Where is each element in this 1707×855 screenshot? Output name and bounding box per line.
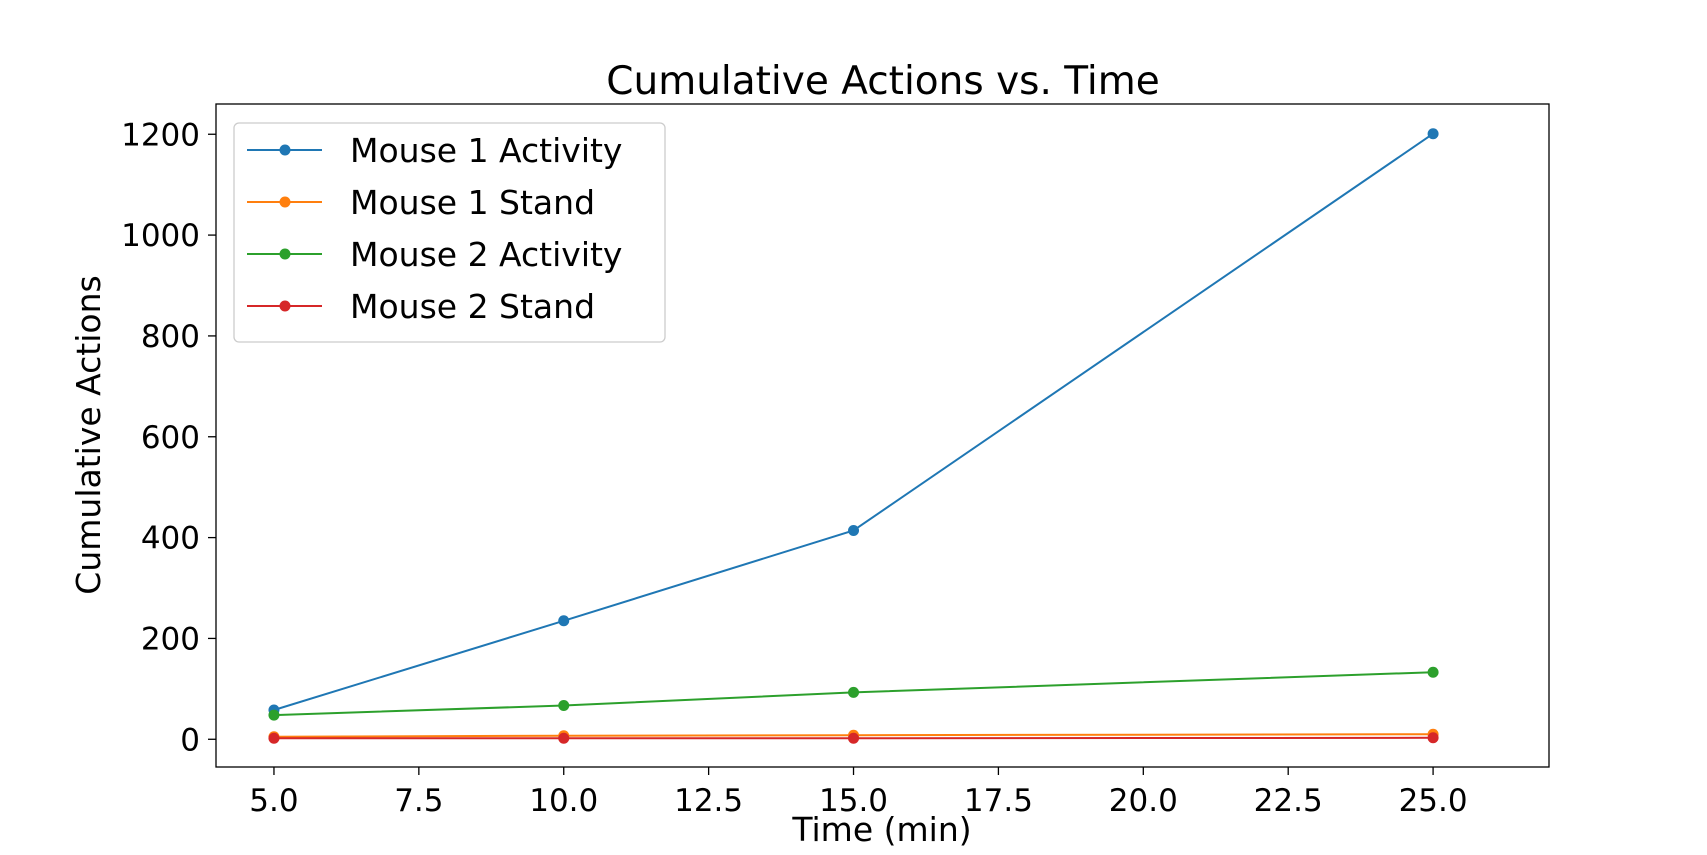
x-tick-label: 25.0 [1399, 783, 1468, 819]
series-4 [268, 732, 1439, 744]
legend-label: Mouse 1 Stand [350, 183, 595, 222]
series-line [273, 733, 1434, 738]
data-point [268, 732, 280, 744]
x-tick-label: 22.5 [1254, 783, 1323, 819]
x-tick-label: 17.5 [964, 783, 1033, 819]
y-tick-label: 1200 [121, 117, 200, 153]
y-axis: 0 200 400 600 800 1000 1200 [121, 117, 216, 758]
legend-label: Mouse 1 Activity [350, 131, 622, 170]
legend-marker [279, 300, 291, 312]
legend-items: Mouse 1 Activity Mouse 1 Stand Mouse 2 Act… [247, 131, 622, 326]
x-tick-label: 12.5 [674, 783, 743, 819]
legend-label: Mouse 2 Stand [350, 287, 595, 326]
y-tick-label: 800 [141, 319, 200, 355]
x-tick-label: 20.0 [1109, 783, 1178, 819]
series-layer [268, 128, 1439, 744]
data-point [558, 732, 570, 744]
x-axis: 5.0 7.5 10.0 12.5 15.0 17.5 20.0 22.5 25.0 [249, 767, 1468, 819]
data-point [848, 732, 860, 744]
y-tick-label: 0 [180, 722, 200, 758]
data-point [848, 686, 860, 698]
x-tick-label: 5.0 [249, 783, 298, 819]
x-tick-label: 7.5 [394, 783, 443, 819]
legend-box [233, 122, 666, 343]
data-point [1427, 128, 1439, 140]
data-point [558, 615, 570, 627]
legend-marker [279, 248, 291, 260]
x-tick-label: 15.0 [819, 783, 888, 819]
legend-label: Mouse 2 Activity [350, 235, 622, 274]
y-tick-label: 200 [141, 621, 200, 657]
y-tick-label: 600 [141, 420, 200, 456]
data-point [848, 525, 860, 537]
y-axis-title: Cumulative Actions [69, 275, 108, 594]
legend-marker [279, 144, 291, 156]
y-tick-label: 1000 [121, 218, 200, 254]
series-line [274, 736, 1434, 740]
data-point [1427, 666, 1439, 678]
legend-item: Mouse 2 Stand [247, 287, 595, 326]
legend: Mouse 1 Activity Mouse 1 Stand Mouse 2 Act… [233, 122, 666, 343]
legend-item: Mouse 2 Activity [247, 235, 622, 274]
y-tick-label: 400 [141, 521, 200, 557]
chart-title: Cumulative Actions vs. Time [606, 59, 1159, 104]
series-line [273, 132, 1434, 711]
data-point [268, 709, 280, 721]
legend-item: Mouse 1 Activity [247, 131, 622, 170]
plot-frame [215, 103, 1550, 768]
plot-area [215, 103, 1550, 768]
x-axis-title: Time (min) [791, 810, 971, 849]
series-line [273, 671, 1434, 717]
data-point [558, 699, 570, 711]
x-tick-label: 10.0 [529, 783, 598, 819]
data-point [1427, 732, 1439, 744]
series-3 [268, 666, 1439, 721]
legend-marker [279, 196, 291, 208]
legend-item: Mouse 1 Stand [247, 183, 595, 222]
